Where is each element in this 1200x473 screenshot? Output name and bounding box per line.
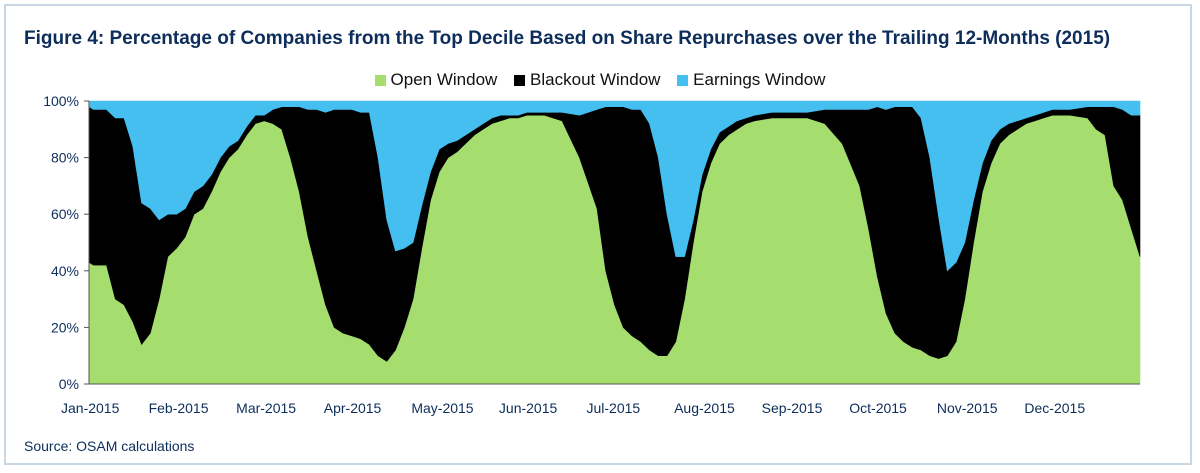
- x-tick-label: Jan-2015: [61, 400, 120, 416]
- legend-item-blackout: Blackout Window: [514, 70, 660, 90]
- legend-swatch-earnings: [677, 74, 689, 86]
- x-tick-label: Sep-2015: [762, 400, 823, 416]
- x-tick-label: Apr-2015: [324, 400, 382, 416]
- figure-frame: Figure 4: Percentage of Companies from t…: [4, 4, 1192, 465]
- x-tick-label: Oct-2015: [849, 400, 907, 416]
- chart-legend: Open Window Blackout Window Earnings Win…: [6, 70, 1194, 91]
- y-tick-label: 60%: [51, 206, 79, 222]
- x-tick-label: Feb-2015: [149, 400, 209, 416]
- x-tick-label: Jul-2015: [587, 400, 641, 416]
- x-tick-label: Jun-2015: [499, 400, 558, 416]
- legend-item-earnings: Earnings Window: [677, 70, 825, 90]
- y-tick-label: 20%: [51, 319, 79, 335]
- area-earnings-window: [88, 100, 1141, 272]
- y-tick-label: 80%: [51, 150, 79, 166]
- y-tick-label: 100%: [43, 93, 79, 109]
- legend-label-earnings: Earnings Window: [693, 70, 826, 89]
- source-note: Source: OSAM calculations: [24, 438, 195, 454]
- x-tick-label: May-2015: [411, 400, 473, 416]
- x-tick-label: Mar-2015: [236, 400, 296, 416]
- legend-swatch-blackout: [514, 74, 526, 86]
- legend-label-blackout: Blackout Window: [530, 70, 661, 89]
- x-tick-label: Nov-2015: [937, 400, 998, 416]
- legend-label-open: Open Window: [390, 70, 498, 89]
- chart-title: Figure 4: Percentage of Companies from t…: [24, 28, 1111, 49]
- x-tick-label: Dec-2015: [1024, 400, 1085, 416]
- chart-plot: 0% 20% 40% 60% 80% 100% Jan-2015 Feb-2015 Mar-20…: [43, 93, 1141, 416]
- y-tick-label: 0%: [59, 376, 79, 392]
- legend-swatch-open: [374, 74, 386, 86]
- x-tick-label: Aug-2015: [674, 400, 735, 416]
- y-tick-label: 40%: [51, 263, 79, 279]
- legend-item-open: Open Window: [374, 70, 498, 90]
